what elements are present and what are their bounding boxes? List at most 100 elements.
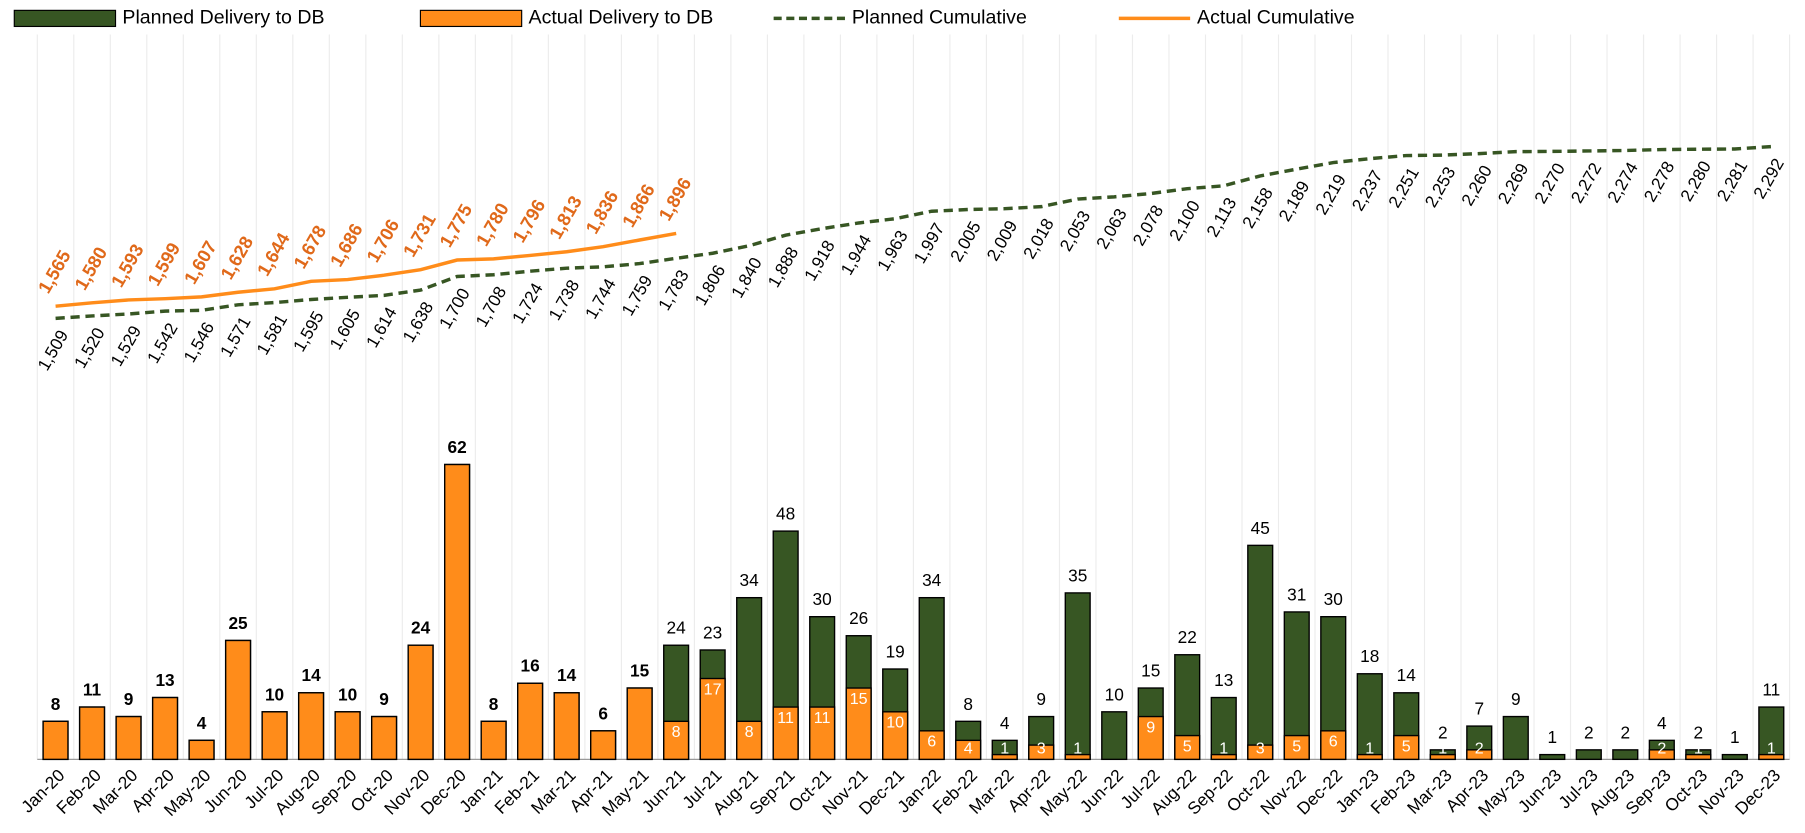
bar xyxy=(1502,715,1529,761)
bar-value-label: 24 xyxy=(411,618,431,638)
bar xyxy=(736,720,763,761)
bar xyxy=(553,692,580,761)
bar xyxy=(151,696,179,761)
legend-swatch xyxy=(419,9,523,28)
bar xyxy=(955,739,982,761)
cumulative-label: 1,607 xyxy=(180,237,221,287)
cumulative-label: 1,944 xyxy=(836,231,875,279)
bar xyxy=(261,711,288,761)
cumulative-label: 2,274 xyxy=(1603,158,1642,206)
cumulative-label: 1,806 xyxy=(690,261,729,308)
cumulative-line xyxy=(55,144,1772,321)
bar-value-label: 14 xyxy=(1397,665,1417,685)
bar-value-label: 6 xyxy=(598,703,608,723)
bar-value-label: 48 xyxy=(776,504,795,524)
bar-value-label: 2 xyxy=(1657,739,1666,757)
bar-value-label: 6 xyxy=(927,733,936,751)
bar-value-label: 25 xyxy=(228,613,248,633)
bar xyxy=(626,687,653,761)
bar-value-label: 4 xyxy=(964,739,973,757)
bar xyxy=(1612,749,1639,761)
bar-value-label: 22 xyxy=(1178,627,1197,647)
cumulative-label: 2,189 xyxy=(1274,177,1313,224)
bar xyxy=(1137,715,1164,761)
cumulative-label: 2,237 xyxy=(1347,167,1386,214)
bar-value-label: 3 xyxy=(1037,739,1046,757)
cumulative-label: 1,686 xyxy=(326,220,367,270)
cumulative-label: 1,759 xyxy=(617,272,656,319)
bar xyxy=(1028,744,1055,761)
cumulative-label: 1,997 xyxy=(909,219,948,266)
cumulative-label: 1,796 xyxy=(508,196,549,246)
legend-label: Planned Cumulative xyxy=(852,7,1027,29)
bar-value-label: 1 xyxy=(1000,739,1009,757)
cumulative-label: 1,638 xyxy=(398,298,437,345)
bar xyxy=(1758,753,1785,761)
cumulative-label: 2,280 xyxy=(1676,157,1715,204)
bar-value-label: 1 xyxy=(1365,739,1374,757)
bar-value-label: 4 xyxy=(1000,713,1010,733)
bar xyxy=(663,720,690,761)
bar-value-label: 15 xyxy=(1141,660,1160,680)
cumulative-label: 1,700 xyxy=(435,285,474,332)
cumulative-label: 2,278 xyxy=(1640,158,1679,205)
cumulative-label: 1,529 xyxy=(106,322,145,369)
bar xyxy=(1721,753,1748,761)
bar-value-label: 11 xyxy=(83,680,102,700)
bar-value-label: 2 xyxy=(1438,722,1448,742)
cumulative-label: 1,738 xyxy=(544,276,583,323)
cumulative-label: 1,780 xyxy=(472,199,513,249)
bar xyxy=(991,753,1018,761)
bar xyxy=(1101,711,1128,761)
bar-value-label: 1 xyxy=(1694,739,1703,757)
cumulative-label: 1,724 xyxy=(508,279,547,327)
bar-value-label: 2 xyxy=(1475,739,1484,757)
bar-value-label: 11 xyxy=(814,709,831,727)
cumulative-label: 1,896 xyxy=(654,174,695,224)
bar-value-label: 9 xyxy=(1511,689,1521,709)
legend-label: Planned Delivery to DB xyxy=(122,7,324,29)
bar-value-label: 6 xyxy=(1329,733,1338,751)
cumulative-label: 1,595 xyxy=(289,308,328,355)
cumulative-label: 1,836 xyxy=(581,187,622,237)
bar xyxy=(1320,730,1347,761)
bar xyxy=(78,706,106,761)
bar xyxy=(590,730,617,761)
bar xyxy=(1247,744,1274,761)
cumulative-label: 2,270 xyxy=(1530,159,1569,206)
bar xyxy=(224,639,252,761)
bar-value-label: 19 xyxy=(886,641,905,661)
bar-value-label: 30 xyxy=(813,589,832,609)
bar xyxy=(809,706,836,761)
bar xyxy=(1210,753,1237,761)
bar-value-label: 5 xyxy=(1402,737,1411,755)
bar-value-label: 13 xyxy=(155,670,174,690)
bar-value-label: 30 xyxy=(1324,589,1343,609)
bar-value-label: 2 xyxy=(1584,722,1594,742)
cumulative-label: 1,509 xyxy=(33,326,72,373)
cumulative-label: 2,292 xyxy=(1749,155,1788,202)
bar xyxy=(1356,753,1383,761)
bar-value-label: 35 xyxy=(1068,565,1087,585)
bar xyxy=(1539,753,1566,761)
bar-value-label: 5 xyxy=(1183,737,1192,755)
bar-value-label: 1 xyxy=(1438,739,1447,757)
bar xyxy=(1210,696,1237,761)
bar-value-label: 1 xyxy=(1767,739,1776,757)
cumulative-label: 1,580 xyxy=(70,243,111,293)
bar-value-label: 1 xyxy=(1547,727,1557,747)
bar xyxy=(444,463,471,761)
cumulative-label: 1,581 xyxy=(252,311,291,358)
cumulative-label: 2,251 xyxy=(1384,164,1423,211)
bar xyxy=(1064,592,1091,761)
bar-value-label: 8 xyxy=(745,723,754,741)
bar xyxy=(370,715,398,761)
cumulative-label: 1,605 xyxy=(325,305,364,352)
cumulative-label: 2,005 xyxy=(946,218,985,265)
bar-value-label: 10 xyxy=(886,714,904,732)
cumulative-label: 1,888 xyxy=(763,243,802,290)
cumulative-label: 2,113 xyxy=(1202,194,1240,240)
bar-value-label: 18 xyxy=(1360,646,1379,666)
bar xyxy=(772,706,799,761)
